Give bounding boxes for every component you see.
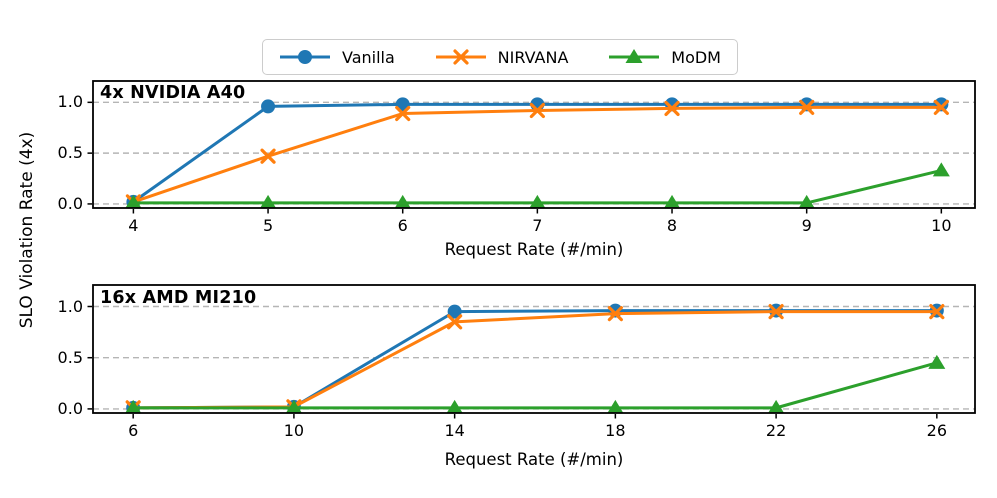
x-tick-label: 7 bbox=[532, 216, 543, 235]
legend-label: Vanilla bbox=[342, 47, 395, 67]
y-axis-label: SLO Violation Rate (4x) bbox=[17, 131, 37, 329]
legend-item-vanilla: Vanilla bbox=[279, 48, 395, 67]
x-tick-label: 14 bbox=[444, 421, 465, 440]
legend-label: NIRVANA bbox=[497, 47, 569, 67]
y-tick-label: 0.0 bbox=[57, 194, 83, 214]
x-tick-label: 4 bbox=[128, 216, 139, 235]
x-tick-label: 6 bbox=[397, 216, 408, 235]
line-nirvana bbox=[132, 105, 942, 204]
y-tick-label: 1.0 bbox=[57, 92, 83, 112]
x-tick-label: 18 bbox=[605, 421, 626, 440]
legend-item-modm: MoDM bbox=[608, 48, 721, 67]
subplot-title-nvidia-a40: 4x NVIDIA A40 bbox=[100, 83, 246, 103]
subplot-title-amd-mi210: 16x AMD MI210 bbox=[100, 288, 257, 308]
y-tick-label: 1.0 bbox=[57, 296, 83, 316]
x-tick-label: 26 bbox=[926, 421, 947, 440]
y-tick-label: 0.5 bbox=[57, 347, 83, 367]
series-group-0 bbox=[125, 97, 950, 208]
line-nirvana bbox=[133, 310, 937, 410]
x-tick-label: 22 bbox=[765, 421, 787, 440]
legend-label: MoDM bbox=[671, 47, 721, 67]
series-group-1 bbox=[125, 303, 946, 413]
y-tick-label: 0.5 bbox=[57, 143, 83, 163]
x-tick-label: 5 bbox=[262, 216, 274, 235]
line-modm bbox=[133, 361, 938, 410]
x-tick-label: 8 bbox=[666, 216, 678, 235]
legend-item-nirvana: NIRVANA bbox=[435, 47, 569, 67]
x-tick-label: 6 bbox=[128, 421, 139, 440]
y-tick-label: 0.0 bbox=[57, 399, 83, 419]
line-vanilla bbox=[133, 309, 937, 410]
x-marker-icon bbox=[435, 49, 486, 65]
x-tick-label: 9 bbox=[801, 216, 812, 235]
x-axis-label-bottom: Request Rate (#/min) bbox=[444, 450, 624, 469]
triangle-marker-icon bbox=[609, 49, 660, 63]
circle-marker-icon bbox=[280, 50, 330, 64]
x-axis-label-top: Request Rate (#/min) bbox=[444, 240, 624, 259]
x-tick-label: 10 bbox=[931, 216, 952, 235]
x-tick-label: 10 bbox=[283, 421, 305, 440]
legend: Vanilla NIRVANA MoDM bbox=[262, 39, 738, 75]
